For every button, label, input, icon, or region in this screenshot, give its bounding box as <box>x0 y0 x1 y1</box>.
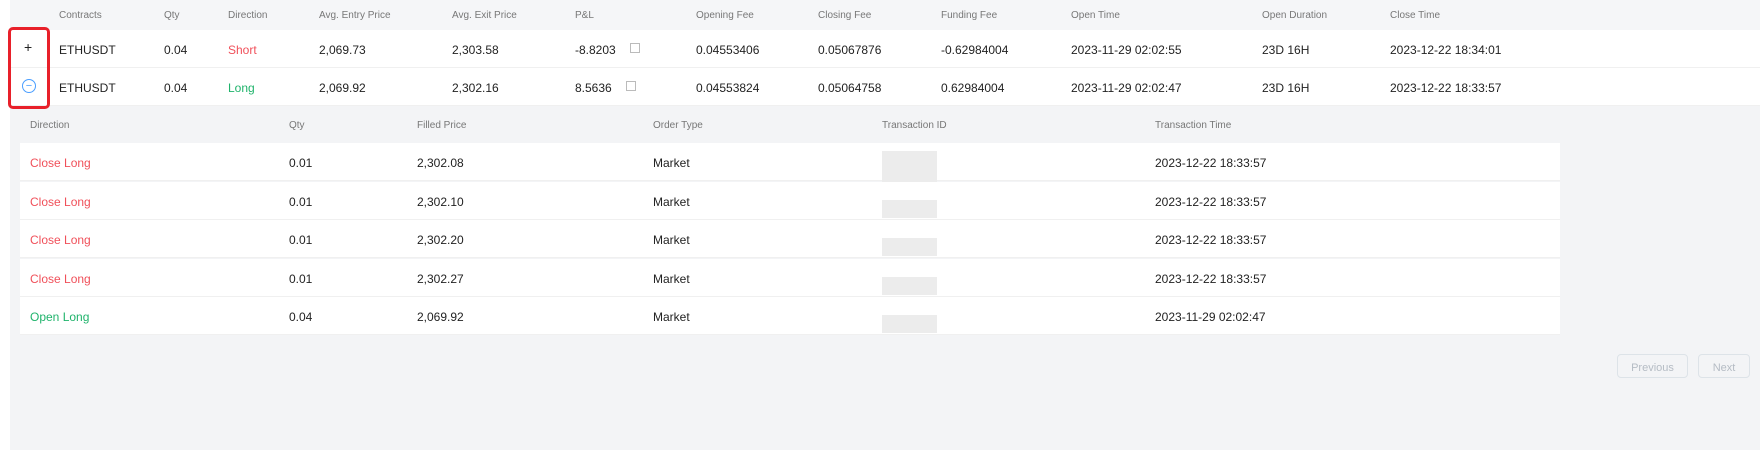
order-type: Market <box>653 156 690 170</box>
exit-price: 2,303.58 <box>452 43 499 57</box>
open-time: 2023-11-29 02:02:47 <box>1071 81 1182 95</box>
col-funding-fee: Funding Fee <box>941 10 998 21</box>
previous-button[interactable]: Previous <box>1617 354 1688 378</box>
col-open-time: Open Time <box>1071 10 1120 21</box>
next-button[interactable]: Next <box>1698 354 1750 378</box>
qty: 0.01 <box>289 194 313 209</box>
col-close-time: Close Time <box>1390 10 1441 21</box>
detail-row: Close Long 0.01 2,302.08 Market 2023-12-… <box>20 143 1560 185</box>
direction: Long <box>228 81 255 95</box>
col-direction: Direction <box>30 120 70 131</box>
contract: ETHUSDT <box>59 81 116 95</box>
order-type: Market <box>653 310 690 324</box>
qty: 0.04 <box>164 81 188 95</box>
exit-price: 2,302.16 <box>452 81 499 95</box>
expand-toggle-icon[interactable]: + <box>24 39 33 55</box>
detail-row: Close Long 0.01 2,302.27 Market 2023-12-… <box>20 258 1560 297</box>
detail-row: Close Long 0.01 2,302.10 Market 2023-12-… <box>20 181 1560 220</box>
order-type: Market <box>653 271 690 286</box>
col-qty: Qty <box>289 120 305 131</box>
collapse-toggle-icon[interactable]: − <box>22 79 36 93</box>
redacted-transaction-id <box>882 276 937 295</box>
funding-fee: -0.62984004 <box>941 43 1009 57</box>
col-exit: Avg. Exit Price <box>452 10 517 21</box>
qty: 0.01 <box>289 271 313 286</box>
col-qty: Qty <box>164 10 180 21</box>
col-order-type: Order Type <box>653 120 703 131</box>
order-type: Market <box>653 194 690 209</box>
col-pnl: P&L <box>575 10 594 21</box>
duration: 23D 16H <box>1262 81 1310 95</box>
duration: 23D 16H <box>1262 43 1310 57</box>
transaction-time: 2023-11-29 02:02:47 <box>1155 310 1266 324</box>
opening-fee: 0.04553824 <box>696 81 760 95</box>
qty: 0.01 <box>289 233 313 247</box>
transaction-time: 2023-12-22 18:33:57 <box>1155 233 1267 247</box>
positions-header: Contracts Qty Direction Avg. Entry Price… <box>10 0 1760 30</box>
funding-fee: 0.62984004 <box>941 81 1005 95</box>
transaction-time: 2023-12-22 18:33:57 <box>1155 156 1267 170</box>
transaction-time: 2023-12-22 18:33:57 <box>1155 271 1267 286</box>
redacted-transaction-id <box>882 151 937 185</box>
direction: Close Long <box>30 233 91 247</box>
position-row: + ETHUSDT 0.04 Short 2,069.73 2,303.58 -… <box>10 30 1760 68</box>
share-icon[interactable] <box>630 43 640 53</box>
open-time: 2023-11-29 02:02:55 <box>1071 43 1182 57</box>
col-duration: Open Duration <box>1262 10 1328 21</box>
close-time: 2023-12-22 18:33:57 <box>1390 81 1502 95</box>
position-row: − ETHUSDT 0.04 Long 2,069.92 2,302.16 8.… <box>10 68 1760 106</box>
col-transaction-time: Transaction Time <box>1155 120 1232 131</box>
left-strip <box>0 0 10 450</box>
col-opening-fee: Opening Fee <box>696 10 754 21</box>
filled-price: 2,302.10 <box>417 194 464 209</box>
pnl: -8.8203 <box>575 43 616 57</box>
close-time: 2023-12-22 18:34:01 <box>1390 43 1502 57</box>
opening-fee: 0.04553406 <box>696 43 760 57</box>
detail-row: Open Long 0.04 2,069.92 Market 2023-11-2… <box>20 297 1560 335</box>
closing-fee: 0.05064758 <box>818 81 882 95</box>
details-header: Direction Qty Filled Price Order Type Tr… <box>20 110 1560 142</box>
share-icon[interactable] <box>626 81 636 91</box>
entry-price: 2,069.73 <box>319 43 366 57</box>
col-direction: Direction <box>228 10 268 21</box>
redacted-transaction-id <box>882 238 937 256</box>
order-type: Market <box>653 233 690 247</box>
col-entry: Avg. Entry Price <box>319 10 391 21</box>
col-closing-fee: Closing Fee <box>818 10 872 21</box>
entry-price: 2,069.92 <box>319 81 366 95</box>
col-contracts: Contracts <box>59 10 102 21</box>
qty: 0.01 <box>289 156 313 170</box>
detail-row: Close Long 0.01 2,302.20 Market 2023-12-… <box>20 220 1560 258</box>
qty: 0.04 <box>164 43 188 57</box>
highlight-box <box>8 27 50 109</box>
redacted-transaction-id <box>882 199 937 218</box>
contract: ETHUSDT <box>59 43 116 57</box>
col-filled-price: Filled Price <box>417 120 467 131</box>
direction: Close Long <box>30 194 91 209</box>
filled-price: 2,302.27 <box>417 271 464 286</box>
qty: 0.04 <box>289 310 313 324</box>
direction: Close Long <box>30 156 91 170</box>
redacted-transaction-id <box>882 315 937 333</box>
direction: Open Long <box>30 310 90 324</box>
transaction-time: 2023-12-22 18:33:57 <box>1155 194 1267 209</box>
direction: Short <box>228 43 257 57</box>
filled-price: 2,302.20 <box>417 233 464 247</box>
closing-fee: 0.05067876 <box>818 43 882 57</box>
pnl: 8.5636 <box>575 81 612 95</box>
col-transaction-id: Transaction ID <box>882 120 947 131</box>
direction: Close Long <box>30 271 91 286</box>
filled-price: 2,302.08 <box>417 156 464 170</box>
filled-price: 2,069.92 <box>417 310 464 324</box>
